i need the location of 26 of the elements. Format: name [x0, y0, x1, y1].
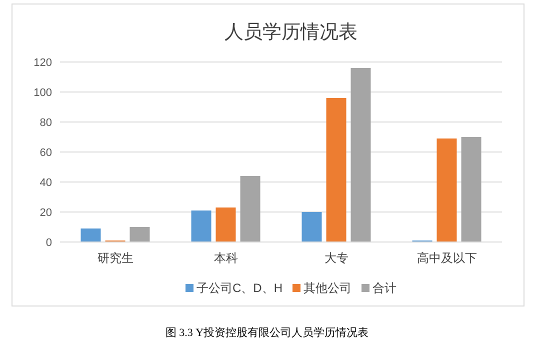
bar [80, 228, 101, 242]
y-tick-label: 60 [40, 147, 52, 159]
bar [461, 137, 482, 242]
y-tick-label: 120 [34, 57, 52, 69]
bar [302, 212, 322, 242]
y-tick-label: 0 [46, 237, 52, 249]
legend-label: 其他公司 [304, 281, 352, 295]
bar [216, 208, 236, 242]
legend-label: 子公司C、D、H [196, 281, 282, 295]
bar [436, 138, 457, 242]
chart-title: 人员学历情况表 [224, 22, 358, 43]
x-tick-label: 研究生 [97, 251, 134, 265]
y-tick-label: 40 [40, 177, 52, 189]
bar [191, 210, 212, 242]
y-tick-label: 80 [40, 117, 52, 129]
bar [240, 176, 260, 242]
y-tick-label: 20 [40, 207, 52, 219]
legend-label: 合计 [372, 281, 396, 295]
bar [350, 68, 371, 242]
y-tick-label: 100 [34, 87, 52, 99]
bar [130, 227, 150, 242]
bar [326, 98, 346, 242]
caption: 图 3.3 Y投资控股有限公司人员学历情况表 [165, 326, 369, 339]
x-tick-label: 高中及以下 [416, 251, 477, 265]
x-tick-label: 本科 [214, 251, 238, 265]
x-tick-label: 大专 [324, 251, 348, 265]
